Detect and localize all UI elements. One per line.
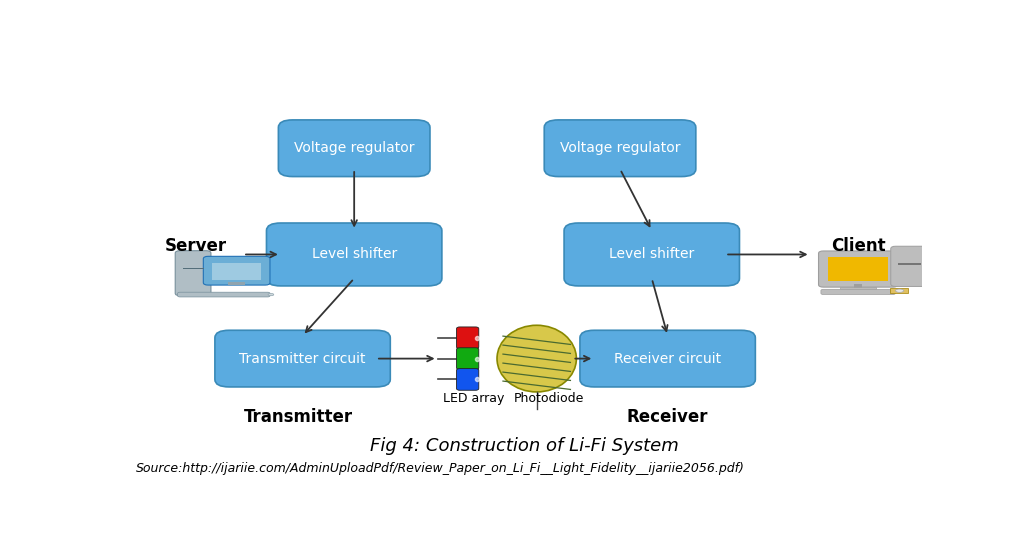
Text: Transmitter: Transmitter [244,408,353,426]
Text: Receiver circuit: Receiver circuit [614,352,721,366]
Text: Level shifter: Level shifter [311,247,397,261]
FancyBboxPatch shape [457,327,479,348]
FancyBboxPatch shape [266,223,442,286]
FancyBboxPatch shape [215,330,390,387]
FancyBboxPatch shape [564,223,739,286]
FancyBboxPatch shape [821,289,895,294]
FancyBboxPatch shape [891,246,929,286]
Bar [828,257,888,281]
Text: Level shifter: Level shifter [609,247,694,261]
Bar [898,263,921,265]
Text: Voltage regulator: Voltage regulator [560,141,680,155]
Ellipse shape [497,325,577,392]
FancyBboxPatch shape [580,330,756,387]
Ellipse shape [268,293,273,296]
Bar [890,288,908,293]
Bar [854,284,862,288]
FancyBboxPatch shape [279,120,430,176]
Bar [212,263,261,280]
FancyBboxPatch shape [457,348,479,370]
Text: Server: Server [165,237,226,255]
Text: Photodiode: Photodiode [513,392,584,405]
Bar [840,287,877,289]
Text: LED array: LED array [442,392,504,405]
FancyBboxPatch shape [204,256,270,285]
Text: Transmitter circuit: Transmitter circuit [240,352,366,366]
Text: Fig 4: Construction of Li-Fi System: Fig 4: Construction of Li-Fi System [371,437,679,455]
Bar [182,268,204,269]
FancyBboxPatch shape [544,120,696,176]
Text: Voltage regulator: Voltage regulator [294,141,415,155]
FancyBboxPatch shape [177,292,270,297]
Bar [228,282,245,285]
Text: Receiver: Receiver [627,408,709,426]
Text: Client: Client [830,237,886,255]
Ellipse shape [896,289,904,292]
Text: Source:http://ijariie.com/AdminUploadPdf/Review_Paper_on_Li_Fi__Light_Fidelity__: Source:http://ijariie.com/AdminUploadPdf… [136,463,744,476]
FancyBboxPatch shape [818,251,898,287]
FancyBboxPatch shape [457,368,479,390]
FancyBboxPatch shape [175,250,211,296]
